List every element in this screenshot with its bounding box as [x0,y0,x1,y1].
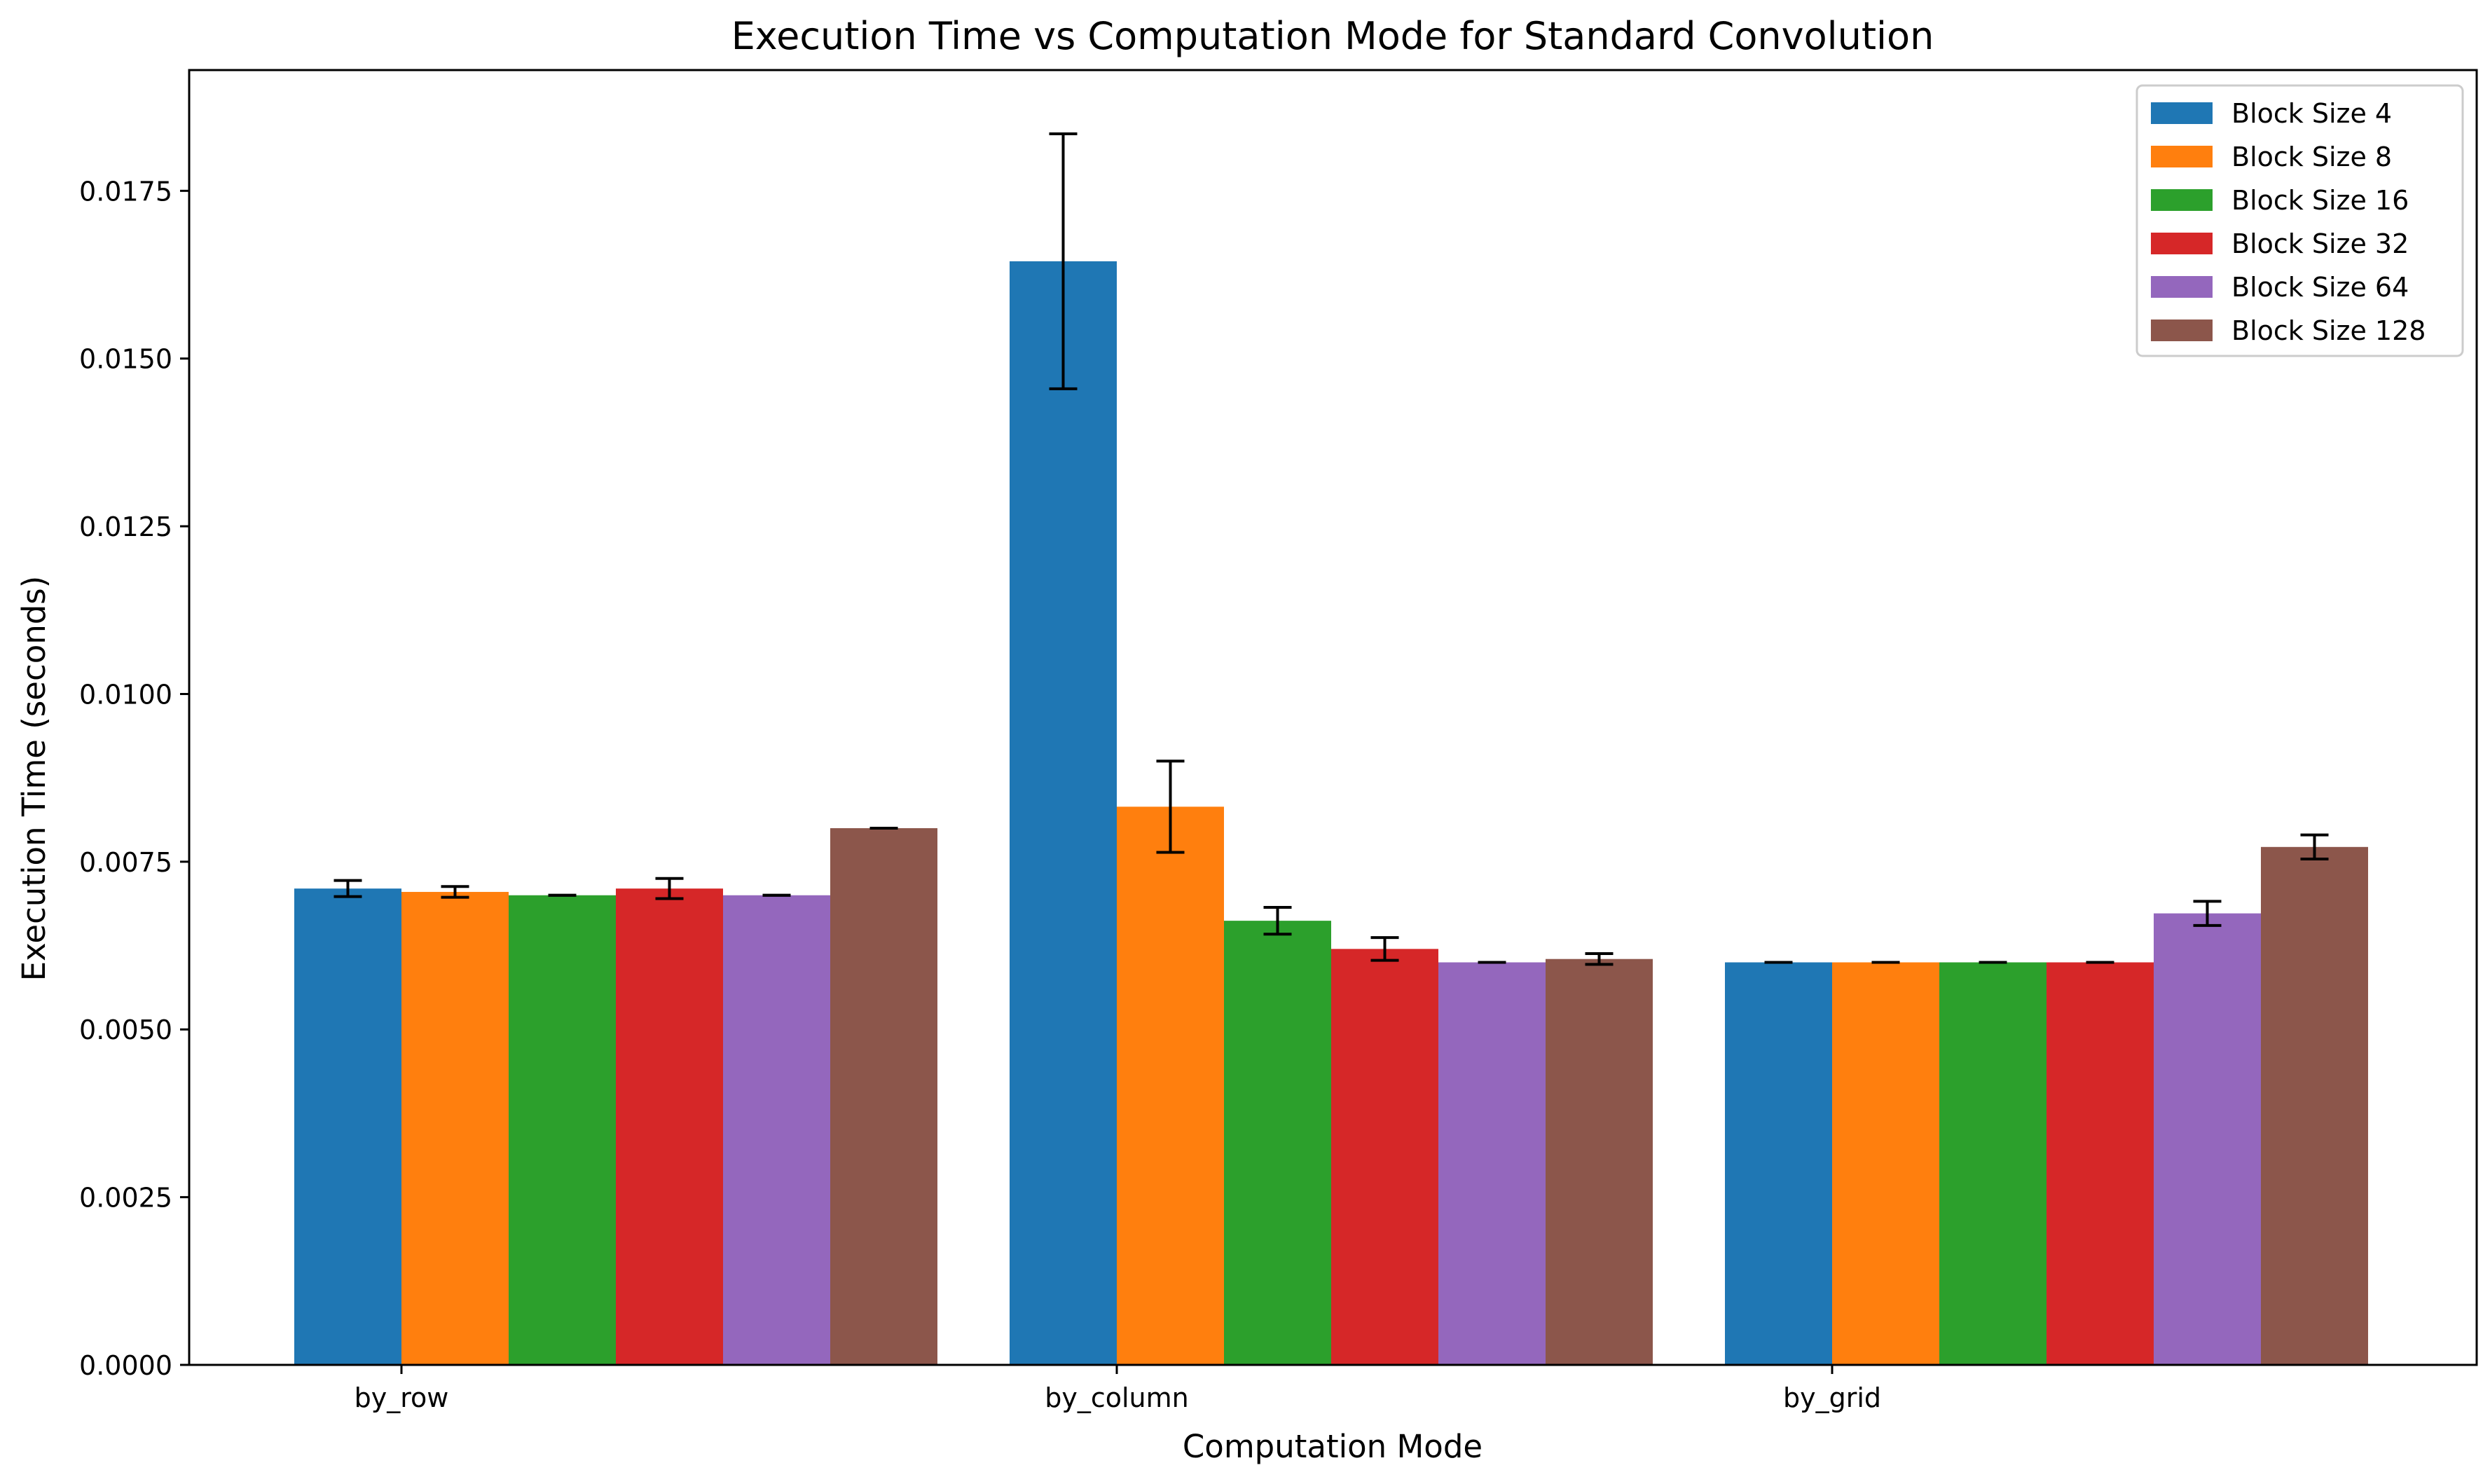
error-bar-by_row-series-4 [655,877,684,900]
x-axis-label: Computation Mode [1183,1428,1483,1465]
legend-label: Block Size 16 [2231,185,2409,216]
legend-swatch [2151,233,2213,254]
error-bar-by_row-series-1 [333,879,362,898]
bar-by_row-series-6 [830,827,937,1365]
bar-by_column-series-4 [1331,949,1438,1365]
error-bar-by_grid-series-5 [2193,900,2222,927]
y-tick-label: 0.0100 [79,679,172,710]
error-bar-by_column-series-4 [1370,936,1399,962]
y-tick-label: 0.0175 [79,176,172,207]
y-tick-label: 0.0025 [79,1183,172,1214]
error-bar-by_column-series-1 [1049,132,1078,390]
error-bar-by_column-series-2 [1156,760,1185,854]
bar-by_grid-series-5 [2154,913,2261,1365]
y-axis-label: Execution Time (seconds) [15,576,53,982]
error-bar-by_column-series-3 [1263,905,1292,936]
y-tick-label: 0.0150 [79,344,172,375]
error-bar-by_grid-series-6 [2300,833,2329,861]
x-tick-label-by_grid: by_grid [1783,1382,1881,1413]
legend-frame [2135,84,2464,357]
bar-by_row-series-4 [616,888,723,1365]
x-tick-label-by_column: by_column [1045,1382,1189,1413]
bar-by_grid-series-3 [1939,962,2047,1365]
bar-by_column-series-5 [1438,962,1546,1365]
bar-by_column-series-2 [1117,806,1224,1365]
bar-by_grid-series-6 [2261,846,2368,1365]
bar-by_row-series-2 [401,891,509,1365]
y-tick-label: 0.0125 [79,511,172,542]
error-bars-layer [333,132,2329,966]
y-tick-label: 0.0050 [79,1015,172,1045]
legend-label: Block Size 32 [2231,228,2409,259]
y-tick-label: 0.0075 [79,847,172,878]
bar-by_row-series-5 [723,895,830,1365]
bars-layer [294,261,2368,1365]
y-tick-label: 0.0000 [79,1350,172,1381]
chart-title: Execution Time vs Computation Mode for S… [731,14,1934,58]
bar-by_grid-series-1 [1725,962,1832,1365]
legend: Block Size 4 Block Size 8 Block Size 16 Blo… [2135,84,2464,357]
legend-label: Block Size 128 [2231,315,2426,346]
legend-swatch [2151,189,2213,211]
bar-by_row-series-1 [294,888,401,1365]
legend-swatch [2151,276,2213,298]
legend-swatch [2151,102,2213,124]
plot-frame [188,69,2478,1366]
legend-swatch [2151,320,2213,341]
error-bar-by_column-series-6 [1585,952,1614,966]
x-tick-label-by_row: by_row [355,1382,449,1413]
error-bar-by_row-series-2 [441,885,469,899]
legend-swatch [2151,146,2213,167]
y-axis-ticks: 0.0000 0.0025 0.0050 0.0075 0.0100 0.0125 0.01… [79,176,189,1381]
bar-by_row-series-3 [509,895,616,1365]
legend-label: Block Size 8 [2231,142,2392,172]
bar-by_grid-series-2 [1832,962,1939,1365]
x-axis-ticks: by_row by_column by_grid [355,1365,1881,1413]
bar-by_column-series-6 [1546,959,1653,1365]
legend-label: Block Size 4 [2231,98,2392,129]
bar-by_column-series-3 [1224,921,1331,1365]
legend-label: Block Size 64 [2231,272,2409,303]
bar-by_grid-series-4 [2047,962,2154,1365]
bar-by_column-series-1 [1010,261,1117,1365]
